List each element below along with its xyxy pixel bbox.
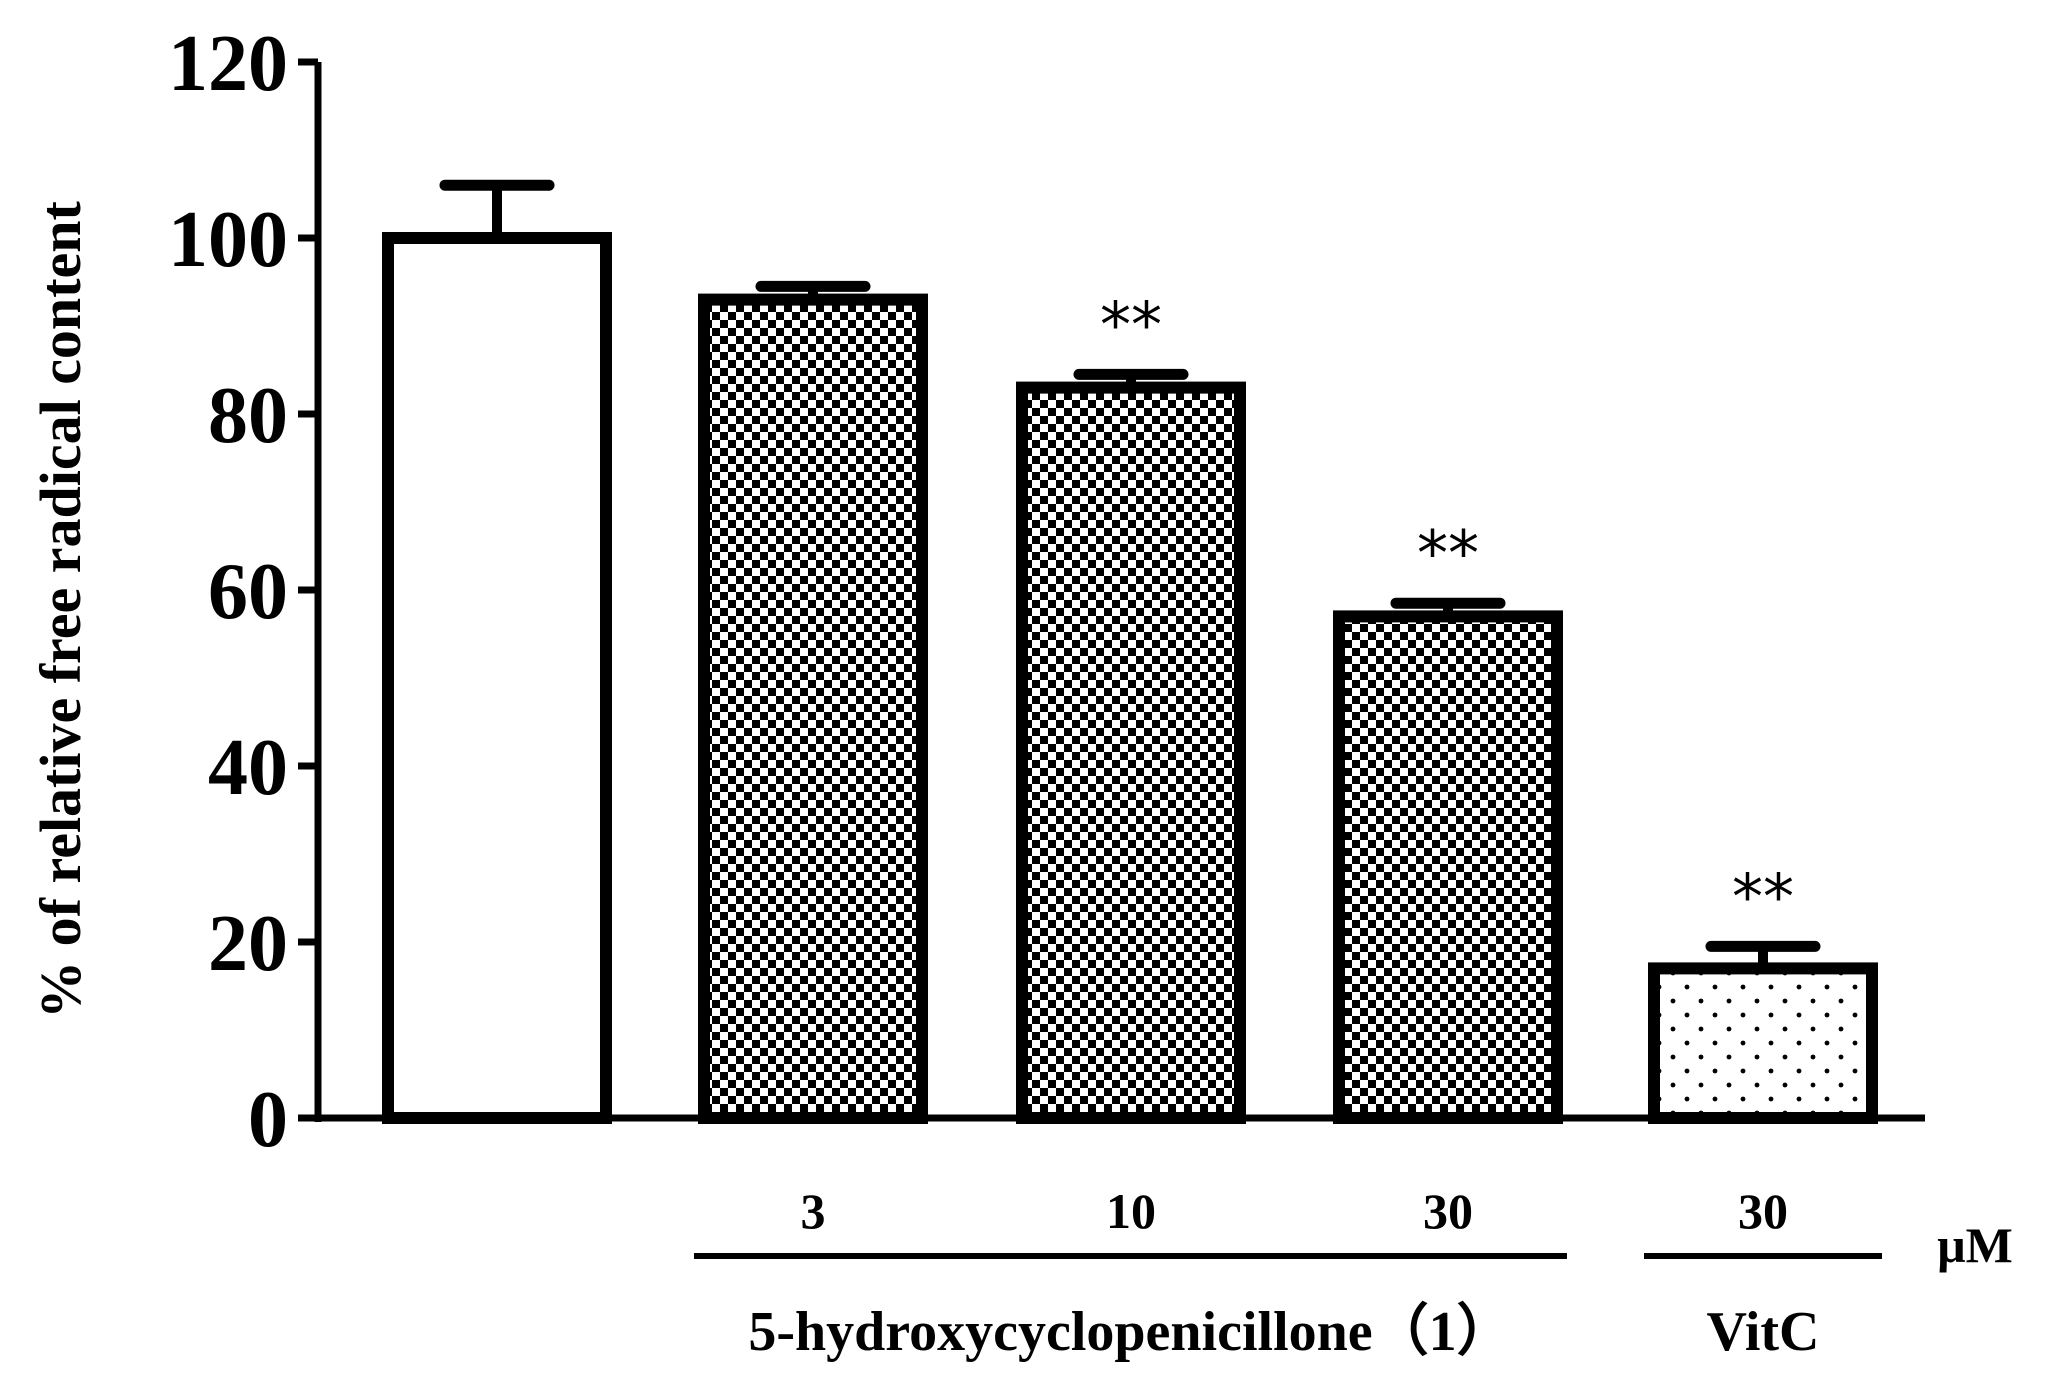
bar-4 — [1648, 962, 1878, 1125]
category-label-3: 30 — [1423, 1183, 1473, 1239]
y-tick-label-20: 20 — [208, 900, 288, 988]
y-tick-label-40: 40 — [208, 724, 288, 812]
category-label-4: 30 — [1738, 1183, 1788, 1239]
y-tick-label-0: 0 — [248, 1076, 288, 1164]
category-label-2: 10 — [1106, 1183, 1156, 1239]
bar-1 — [698, 293, 928, 1125]
category-label-1: 3 — [801, 1183, 826, 1239]
bar-0 — [382, 232, 612, 1124]
y-tick-label-80: 80 — [208, 372, 288, 460]
significance-label-4: ** — [1732, 860, 1794, 933]
significance-label-2: ** — [1100, 288, 1162, 361]
y-tick-label-100: 100 — [168, 196, 288, 284]
labels-layer: % of relative free radical content μM 3 *… — [28, 20, 2013, 1363]
bars-layer — [382, 179, 1878, 1125]
y-tick-label-60: 60 — [208, 548, 288, 636]
group-label-1: VitC — [1706, 1301, 1819, 1363]
group-label-0: 5-hydroxycyclopenicillone（1） — [748, 1300, 1512, 1363]
y-tick-label-120: 120 — [168, 20, 288, 108]
bar-2 — [1016, 381, 1246, 1125]
axes-layer — [298, 58, 1925, 1259]
bar-3 — [1333, 610, 1563, 1125]
significance-label-3: ** — [1417, 517, 1479, 590]
y-axis-label: % of relative free radical content — [28, 200, 93, 1018]
unit-label: μM — [1937, 1217, 2013, 1273]
